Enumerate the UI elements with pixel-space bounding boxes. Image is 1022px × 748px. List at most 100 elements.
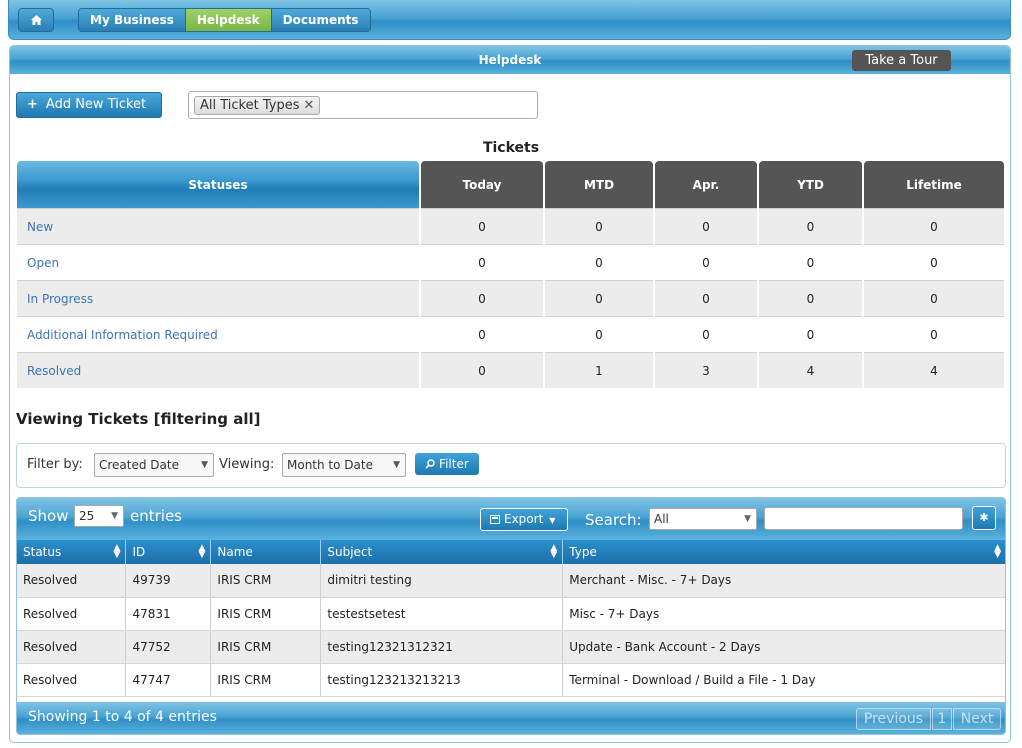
add-new-ticket-button[interactable]: + Add New Ticket [16,92,162,118]
home-icon [30,15,42,25]
ticket-status-summary-table: Statuses Today MTD Apr. YTD Lifetime New… [15,161,1006,388]
column-header-type[interactable]: Type ▲ ▼ [562,540,1005,564]
search-label: Search: [585,511,642,529]
chevron-down-icon: ▼ [201,460,208,470]
search-input[interactable] [764,507,963,530]
panel-header: Helpdesk Take a Tour [10,46,1010,74]
cell-subject: testing12321312321 [320,630,564,664]
cell-id: 49739 [125,564,212,598]
pagination-page-1[interactable]: 1 [932,708,952,730]
cell-id: 47747 [125,663,212,697]
count-cell: 0 [421,244,543,280]
count-cell: 0 [864,244,1004,280]
cell-subject: testing123213213213 [320,663,564,697]
count-cell: 3 [655,352,757,388]
status-row-new: New 0 0 0 0 0 [17,208,1004,244]
sort-icon: ▲ ▼ [550,543,558,560]
chevron-down-icon: ▼ [393,460,400,470]
entries-per-page-value: 25 [79,509,95,523]
viewing-period-select[interactable]: Month to Date ▼ [282,453,406,477]
ticket-filter-bar: Filter by: Created Date ▼ Viewing: Month… [16,443,1006,488]
column-header-subject[interactable]: Subject ▲ ▼ [320,540,564,564]
home-button[interactable] [18,8,54,32]
column-header-id-label: ID [132,545,146,559]
cell-status: Resolved [17,663,127,697]
cell-name: IRIS CRM [210,597,322,631]
filter-by-select[interactable]: Created Date ▼ [94,453,214,477]
column-header-today: Today [421,161,543,208]
nav-tab-documents[interactable]: Documents [271,9,370,31]
column-header-type-label: Type [569,545,597,559]
column-header-status-label: Status [23,545,62,559]
count-cell: 4 [864,352,1004,388]
search-icon [425,459,435,469]
count-cell: 0 [864,208,1004,244]
status-link-resolved[interactable]: Resolved [17,352,419,388]
main-nav-tabs: My Business Helpdesk Documents [78,8,371,32]
caret-down-icon: ▼ [549,516,556,525]
pagination-previous[interactable]: Previous [856,708,931,730]
column-header-name[interactable]: Name [210,540,322,564]
cell-type: Update - Bank Account - 2 Days [562,630,1005,664]
status-link-additional-info[interactable]: Additional Information Required [17,316,419,352]
export-icon [490,515,500,524]
nav-tab-my-business[interactable]: My Business [79,9,186,31]
column-header-name-label: Name [217,545,253,559]
filter-by-label: Filter by: [27,457,83,472]
table-row[interactable]: Resolved 47752 IRIS CRM testing123213123… [17,630,1005,664]
status-link-in-progress[interactable]: In Progress [17,280,419,316]
helpdesk-panel: Helpdesk Take a Tour + Add New Ticket All… [9,45,1011,743]
table-row[interactable]: Resolved 47831 IRIS CRM testestsetest Mi… [17,597,1005,631]
status-link-new[interactable]: New [17,208,419,244]
data-table-toolbar: Show 25 ▼ entries Export ▼ Search: All ▼ … [17,498,1005,540]
cell-name: IRIS CRM [210,630,322,664]
show-label: Show [28,507,69,525]
gear-icon: ✱ [979,511,989,524]
add-new-ticket-label: Add New Ticket [45,97,147,112]
count-cell: 0 [655,244,757,280]
status-link-open[interactable]: Open [17,244,419,280]
count-cell: 0 [759,316,862,352]
count-cell: 0 [421,352,543,388]
count-cell: 0 [545,208,653,244]
cell-name: IRIS CRM [210,564,322,598]
cell-type: Merchant - Misc. - 7+ Days [562,564,1005,598]
count-cell: 0 [759,244,862,280]
search-scope-select[interactable]: All ▼ [649,508,757,530]
viewing-label: Viewing: [219,457,275,472]
ticket-type-filter-input[interactable]: All Ticket Types ✕ [188,91,538,119]
cell-id: 47752 [125,630,212,664]
cell-subject: dimitri testing [320,564,564,598]
data-table-footer: Showing 1 to 4 of 4 entries Previous 1 N… [17,702,1005,734]
count-cell: 0 [864,316,1004,352]
filter-by-value: Created Date [99,458,179,472]
search-scope-value: All [654,512,669,526]
column-header-statuses: Statuses [17,161,419,208]
nav-tab-helpdesk[interactable]: Helpdesk [185,9,272,31]
status-row-in-progress: In Progress 0 0 0 0 0 [17,280,1004,316]
count-cell: 0 [759,280,862,316]
tickets-table: Status ▲ ▼ ID ▲ ▼ Name Subject ▲ ▼ Type ▲ ▼ Reso… [17,540,1005,697]
table-info-text: Showing 1 to 4 of 4 entries [28,709,217,725]
viewing-period-value: Month to Date [287,458,373,472]
column-header-id[interactable]: ID ▲ ▼ [125,540,212,564]
table-settings-button[interactable]: ✱ [972,506,996,530]
column-header-status[interactable]: Status ▲ ▼ [17,540,127,564]
entries-per-page-select[interactable]: 25 ▼ [74,505,124,527]
panel-title: Helpdesk [478,53,542,67]
cell-type: Misc - 7+ Days [562,597,1005,631]
count-cell: 0 [655,316,757,352]
take-a-tour-button[interactable]: Take a Tour [852,50,951,71]
table-row[interactable]: Resolved 47747 IRIS CRM testing123213213… [17,663,1005,697]
cell-id: 47831 [125,597,212,631]
pagination-next[interactable]: Next [953,708,1001,730]
remove-tag-icon[interactable]: ✕ [303,98,315,113]
export-button[interactable]: Export ▼ [480,508,568,531]
export-label: Export [504,512,544,526]
filter-button[interactable]: Filter [415,453,479,475]
count-cell: 0 [421,316,543,352]
ticket-type-tag-label: All Ticket Types [200,98,300,113]
column-header-subject-label: Subject [327,545,373,559]
column-header-ytd: YTD [759,161,862,208]
table-row[interactable]: Resolved 49739 IRIS CRM dimitri testing … [17,564,1005,598]
